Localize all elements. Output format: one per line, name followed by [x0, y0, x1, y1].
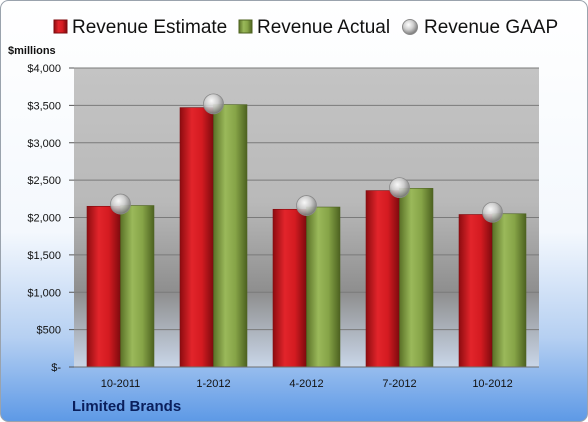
y-tick-label: $1,500	[27, 250, 61, 262]
bars	[86, 104, 527, 368]
y-axis-unit-label: $millions	[8, 45, 56, 57]
marker-revenue-gaap	[389, 177, 410, 199]
bar-revenue-estimate	[86, 205, 121, 368]
gaap-markers	[110, 93, 503, 223]
y-tick-label: $3,500	[27, 100, 61, 112]
legend-swatch-revenue-actual	[238, 19, 253, 34]
x-tick-label: 10-2011	[101, 378, 141, 390]
marker-revenue-gaap	[482, 201, 503, 223]
y-tick-label: $2,500	[27, 175, 61, 187]
y-tick-label: $-	[51, 362, 61, 374]
x-tick-label: 10-2012	[472, 378, 512, 390]
x-axis-ticks: 10-2011 1-2012 4-2012 7-2012 10-2012	[101, 378, 513, 390]
legend-marker-revenue-gaap	[402, 19, 418, 35]
bar-revenue-estimate	[179, 107, 214, 368]
bar-revenue-estimate	[458, 214, 493, 368]
y-tick-label: $1,000	[27, 287, 61, 299]
company-name: Limited Brands	[72, 398, 181, 415]
bar-revenue-estimate	[365, 190, 400, 368]
marker-revenue-gaap	[110, 193, 131, 215]
bar-revenue-actual	[120, 205, 155, 368]
marker-revenue-gaap	[203, 93, 224, 115]
y-axis-ticks: $- $500 $1,000 $1,500 $2,000 $2,500 $3,000 $3,5…	[27, 63, 74, 374]
bar-revenue-actual	[492, 213, 527, 368]
bar-revenue-actual	[399, 188, 434, 368]
x-tick-label: 7-2012	[382, 378, 416, 390]
legend-label-revenue-actual: Revenue Actual	[257, 17, 390, 38]
bar-revenue-actual	[306, 206, 341, 368]
bar-revenue-actual	[213, 104, 248, 368]
y-tick-label: $500	[37, 325, 61, 337]
legend: Revenue Estimate Revenue Actual Revenue …	[53, 17, 558, 38]
marker-revenue-gaap	[296, 195, 317, 216]
legend-label-revenue-estimate: Revenue Estimate	[72, 17, 227, 38]
legend-label-revenue-gaap: Revenue GAAP	[424, 17, 558, 38]
y-tick-label: $2,000	[27, 213, 61, 225]
bar-revenue-estimate	[272, 208, 307, 368]
y-tick-label: $4,000	[27, 63, 61, 75]
x-tick-label: 1-2012	[196, 378, 230, 390]
y-tick-label: $3,000	[27, 138, 61, 150]
legend-swatch-revenue-estimate	[53, 19, 68, 34]
x-tick-label: 4-2012	[289, 378, 323, 390]
